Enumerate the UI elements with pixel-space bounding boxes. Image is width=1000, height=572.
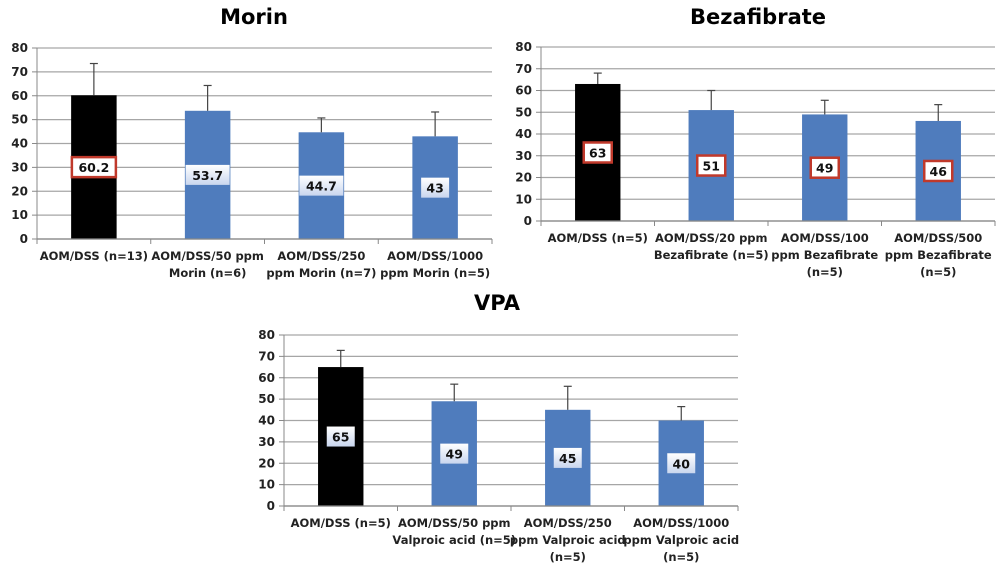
y-tick-label: 50 [258, 392, 275, 406]
y-tick-label: 60 [515, 84, 532, 98]
data-label-box [326, 426, 355, 447]
y-tick-label: 30 [515, 149, 532, 163]
y-tick-label: 0 [524, 214, 532, 228]
x-category-label: AOM/DSS/50 ppm [398, 516, 511, 530]
y-tick-label: 0 [267, 499, 275, 513]
x-category-label: Bezafibrate (n=5) [654, 248, 769, 262]
y-tick-label: 70 [11, 65, 28, 79]
y-tick-label: 50 [515, 105, 532, 119]
data-label: 51 [703, 159, 720, 174]
data-label: 49 [446, 447, 463, 462]
y-tick-label: 0 [20, 232, 28, 246]
x-category-label: ppm Valproic acid [623, 533, 739, 547]
x-category-label: AOM/DSS/250 [277, 249, 365, 263]
x-category-label: (n=5) [920, 265, 956, 279]
x-category-label: AOM/DSS (n=5) [548, 231, 648, 245]
y-tick-label: 40 [11, 137, 28, 151]
y-tick-label: 50 [11, 113, 28, 127]
y-tick-label: 40 [258, 414, 275, 428]
data-label: 46 [930, 164, 948, 179]
data-label: 44.7 [306, 179, 337, 194]
y-tick-label: 20 [258, 456, 275, 470]
data-label: 40 [673, 456, 691, 471]
x-category-label: (n=5) [550, 550, 586, 564]
y-tick-label: 60 [258, 371, 275, 385]
x-category-label: ppm Morin (n=5) [380, 266, 490, 280]
data-label-box [696, 154, 727, 177]
y-tick-label: 60 [11, 89, 28, 103]
chart-vpa: VPA 0 10 20 30 40 50 60 70 80 65 AOM/DSS (n=5) 49 AOM… [258, 291, 739, 564]
x-category-label: AOM/DSS/1000 [633, 516, 729, 530]
data-label: 60.2 [78, 160, 109, 175]
y-tick-label: 80 [11, 41, 28, 55]
chart-bezafibrate: Bezafibrate 0 10 20 30 40 50 60 70 80 63 AOM/DSS (n… [515, 5, 996, 279]
y-tick-label: 70 [258, 349, 275, 363]
y-tick-label: 10 [258, 478, 275, 492]
x-category-label: ppm Bezafibrate [771, 248, 878, 262]
data-label-box [923, 159, 954, 183]
y-tick-label: 10 [11, 208, 28, 222]
y-tick-label: 10 [515, 192, 532, 206]
x-category-label: Morin (n=6) [169, 266, 247, 280]
data-label-box [299, 175, 344, 196]
data-label: 43 [426, 181, 443, 196]
y-tick-label: 70 [515, 62, 532, 76]
data-label-box [421, 177, 450, 198]
chart-morin: Morin 0 10 20 30 40 50 60 70 80 60.2 AOM/DSS (n=13)… [11, 5, 493, 280]
x-category-label: AOM/DSS (n=13) [40, 249, 148, 263]
y-tick-label: 30 [11, 160, 28, 174]
data-label-box [582, 141, 613, 164]
data-label: 53.7 [192, 168, 223, 183]
chart-title: Morin [220, 5, 288, 29]
y-tick-label: 30 [258, 435, 275, 449]
y-tick-label: 80 [515, 40, 532, 54]
x-category-label: ppm Bezafibrate [885, 248, 992, 262]
chart-title: Bezafibrate [690, 5, 826, 29]
x-category-label: AOM/DSS/500 [894, 231, 982, 245]
x-category-label: AOM/DSS/1000 [387, 249, 483, 263]
y-tick-label: 40 [515, 127, 532, 141]
data-label-box [667, 453, 696, 474]
y-tick-label: 20 [515, 171, 532, 185]
x-category-label: AOM/DSS/100 [781, 231, 869, 245]
x-category-label: (n=5) [807, 265, 843, 279]
data-label: 63 [589, 145, 606, 160]
x-category-label: AOM/DSS/20 ppm [655, 231, 768, 245]
data-label: 49 [816, 161, 833, 176]
x-category-label: AOM/DSS (n=5) [291, 516, 391, 530]
data-label-box [440, 443, 469, 464]
x-category-label: ppm Morin (n=7) [266, 266, 376, 280]
data-label-box [185, 164, 230, 185]
data-label: 65 [332, 430, 349, 445]
data-label-box [809, 156, 840, 179]
data-label: 45 [559, 451, 576, 466]
y-tick-label: 80 [258, 328, 275, 342]
chart-title: VPA [474, 291, 521, 315]
data-label-box [70, 155, 118, 179]
x-category-label: AOM/DSS/50 ppm [151, 249, 264, 263]
data-label-box [553, 447, 582, 468]
x-category-label: Valproic acid (n=5) [392, 533, 516, 547]
y-tick-label: 20 [11, 184, 28, 198]
x-category-label: ppm Valproic acid [510, 533, 626, 547]
x-category-label: AOM/DSS/250 [524, 516, 612, 530]
x-category-label: (n=5) [663, 550, 699, 564]
